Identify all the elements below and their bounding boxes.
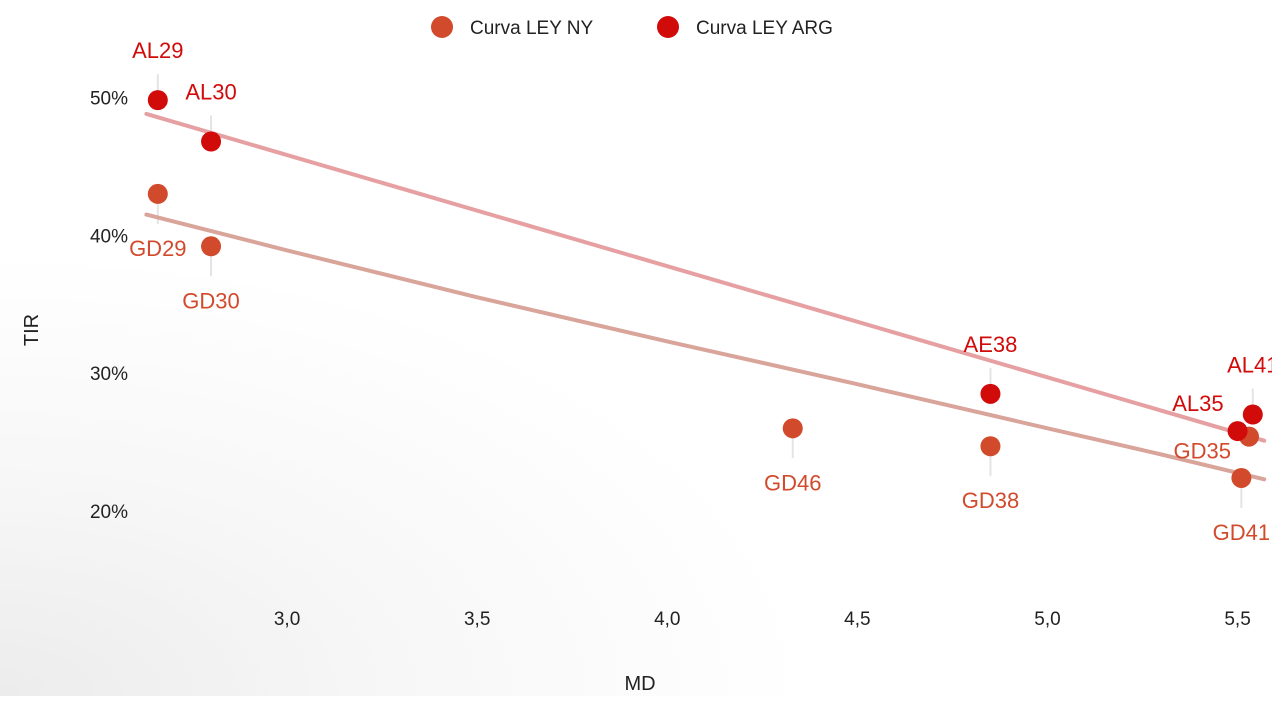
data-label: AL30 [185, 79, 236, 104]
data-point [147, 90, 168, 111]
data-label: GD38 [962, 488, 1019, 513]
data-point [1231, 467, 1252, 488]
x-tick-label: 4,5 [844, 609, 870, 630]
y-tick-label: 20% [90, 502, 128, 523]
data-label: AL41 [1227, 353, 1272, 378]
data-label: GD30 [182, 288, 239, 313]
data-label: GD46 [764, 470, 821, 495]
y-tick-label: 30% [90, 364, 128, 385]
legend-marker [657, 16, 679, 38]
y-tick-label: 50% [90, 88, 128, 109]
data-point [201, 131, 222, 152]
y-axis: 20% 30% 40% 50% [90, 88, 128, 523]
leader-lines [156, 74, 1254, 508]
trend-line [144, 111, 1267, 443]
data-point [1242, 404, 1263, 425]
y-axis-title: TIR [21, 314, 43, 346]
x-axis-title: MD [624, 673, 655, 695]
data-label: AE38 [964, 332, 1018, 357]
trend-line [144, 212, 1267, 482]
data-point [201, 236, 222, 257]
x-tick-label: 3,5 [464, 609, 490, 630]
data-label: AL29 [132, 38, 183, 63]
x-tick-label: 3,0 [274, 609, 300, 630]
data-label: GD35 [1174, 439, 1231, 464]
data-point [1227, 421, 1248, 442]
x-tick-label: 5,0 [1034, 609, 1060, 630]
data-points [147, 90, 1263, 488]
x-tick-label: 4,0 [654, 609, 680, 630]
data-label: GD41 [1213, 520, 1270, 545]
data-point [980, 383, 1001, 404]
legend-label: Curva LEY ARG [696, 18, 833, 39]
trend-lines [144, 111, 1267, 482]
x-axis: 3,0 3,5 4,0 4,5 5,0 5,5 [274, 609, 1251, 630]
data-label: GD29 [129, 236, 186, 261]
data-point [782, 418, 803, 439]
legend-label: Curva LEY NY [470, 18, 594, 39]
x-tick-label: 5,5 [1224, 609, 1250, 630]
data-point [147, 183, 168, 204]
legend-marker [431, 16, 453, 38]
data-label: AL35 [1172, 391, 1223, 416]
y-tick-label: 40% [90, 226, 128, 247]
data-point [980, 436, 1001, 457]
legend: Curva LEY NY Curva LEY ARG [431, 16, 833, 39]
